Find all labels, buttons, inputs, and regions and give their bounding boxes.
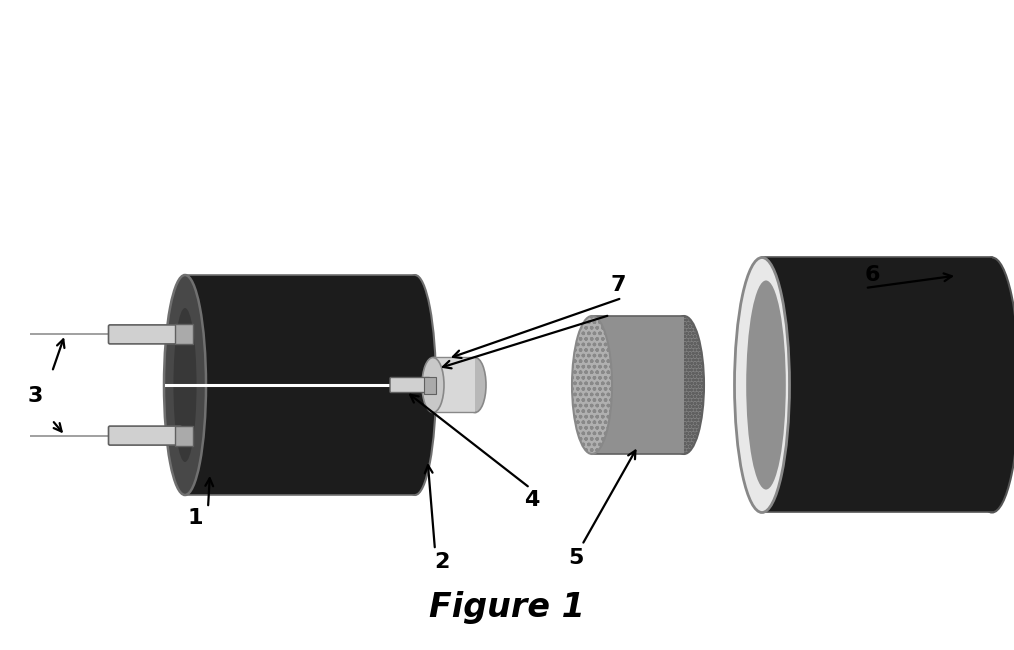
Text: 4: 4 (524, 490, 539, 510)
Polygon shape (433, 358, 475, 413)
Polygon shape (185, 275, 415, 495)
FancyBboxPatch shape (390, 378, 430, 393)
Polygon shape (592, 316, 684, 454)
Ellipse shape (734, 257, 790, 512)
FancyBboxPatch shape (108, 426, 182, 445)
Bar (175, 426, 193, 446)
FancyBboxPatch shape (108, 325, 182, 344)
Text: 3: 3 (27, 386, 43, 406)
Ellipse shape (422, 358, 444, 413)
Ellipse shape (746, 280, 786, 489)
Ellipse shape (394, 275, 436, 495)
Ellipse shape (572, 316, 612, 454)
Text: 2: 2 (434, 552, 449, 572)
Text: 6: 6 (864, 265, 880, 285)
Bar (424, 376, 436, 393)
Polygon shape (762, 257, 992, 512)
Ellipse shape (464, 358, 486, 413)
Ellipse shape (964, 257, 1014, 512)
Text: Figure 1: Figure 1 (429, 592, 585, 625)
Ellipse shape (664, 316, 704, 454)
Ellipse shape (173, 308, 197, 462)
Ellipse shape (164, 275, 206, 495)
Text: 5: 5 (568, 548, 584, 568)
Text: 7: 7 (610, 275, 626, 295)
Text: 1: 1 (188, 508, 203, 528)
Bar (175, 324, 193, 345)
